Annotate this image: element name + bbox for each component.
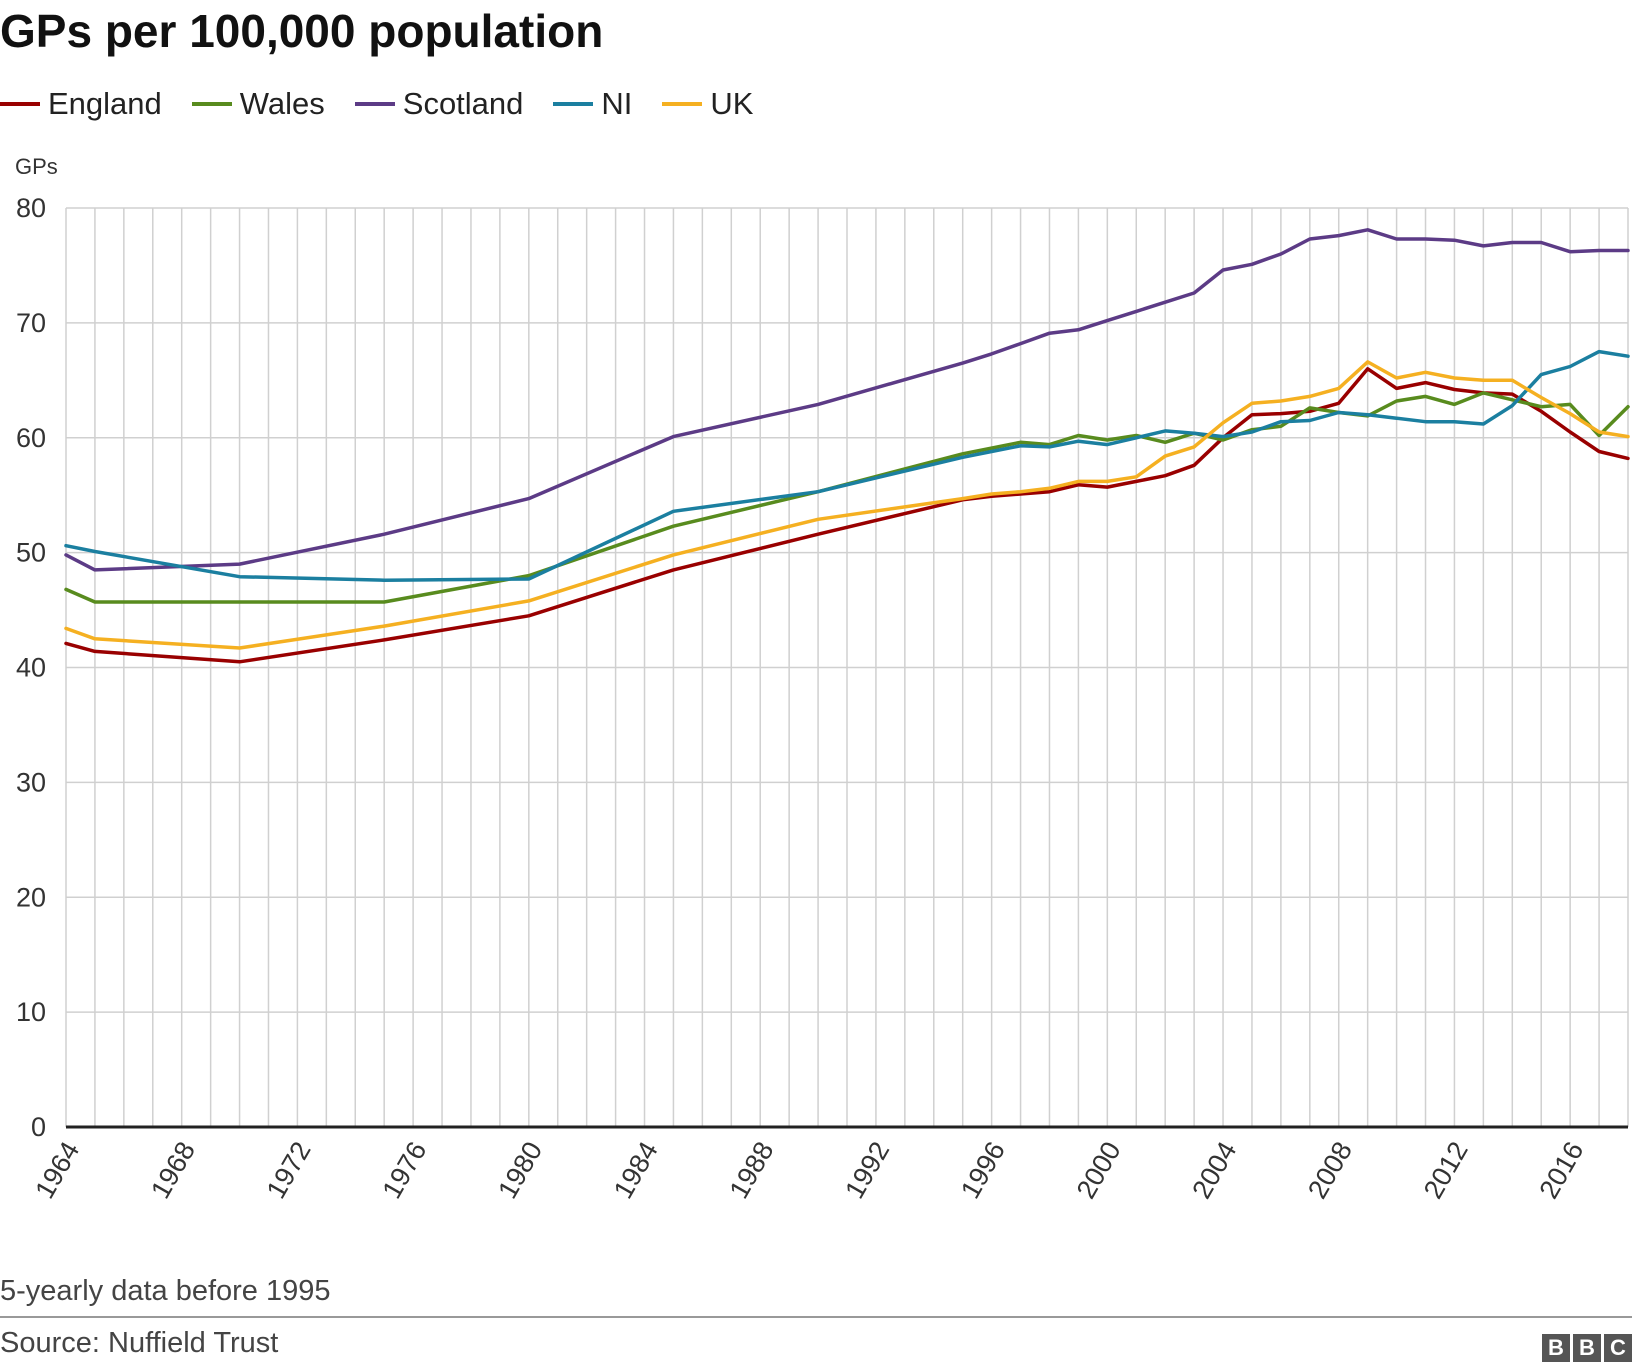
- x-tick-label: 1976: [376, 1137, 432, 1204]
- x-tick-label: 2004: [1186, 1137, 1242, 1204]
- legend-label: UK: [710, 86, 754, 121]
- footer-divider: [0, 1316, 1632, 1318]
- series-line-scotland: [64, 228, 1630, 572]
- legend-item-uk: UK: [662, 86, 753, 122]
- y-tick-label: 80: [16, 193, 46, 223]
- x-tick-label: 2016: [1533, 1137, 1589, 1204]
- legend-item-wales: Wales: [191, 86, 325, 122]
- x-tick-label: 2008: [1302, 1137, 1358, 1204]
- legend-swatch: [354, 102, 395, 106]
- x-tick-label: 2012: [1418, 1137, 1474, 1204]
- y-tick-label: 30: [16, 767, 46, 797]
- y-tick-label: 50: [16, 538, 46, 568]
- legend-swatch: [191, 102, 232, 106]
- x-tick-label: 1972: [261, 1137, 317, 1204]
- legend-item-ni: NI: [553, 86, 632, 122]
- legend-label: NI: [601, 86, 633, 121]
- bbc-logo: B B C: [1539, 1334, 1632, 1362]
- legend-item-scotland: Scotland: [354, 86, 524, 122]
- x-tick-label: 1996: [955, 1137, 1011, 1204]
- x-tick-label: 1964: [29, 1137, 85, 1204]
- y-axis-label: GPs: [15, 154, 58, 179]
- legend-swatch: [553, 102, 594, 106]
- x-tick-label: 1988: [724, 1137, 780, 1204]
- chart-title: GPs per 100,000 population: [0, 5, 604, 57]
- series-line-uk: [64, 360, 1630, 650]
- legend-item-england: England: [0, 86, 162, 122]
- legend-swatch: [0, 102, 40, 106]
- y-tick-label: 20: [16, 882, 46, 912]
- y-tick-label: 10: [16, 997, 46, 1027]
- y-tick-label: 40: [16, 653, 46, 683]
- x-tick-label: 1984: [608, 1137, 664, 1204]
- legend-label: Scotland: [402, 86, 524, 121]
- x-tick-label: 1992: [839, 1137, 895, 1204]
- legend-swatch: [662, 102, 703, 106]
- legend: England Wales Scotland NI UK: [0, 82, 783, 126]
- legend-label: England: [48, 86, 162, 121]
- series-line-ni: [64, 349, 1630, 582]
- y-tick-label: 60: [16, 423, 46, 453]
- source-text: Source: Nuffield Trust: [0, 1327, 279, 1359]
- y-tick-label: 0: [31, 1112, 46, 1142]
- legend-label: Wales: [239, 86, 325, 121]
- x-tick-label: 2000: [1071, 1137, 1127, 1204]
- bbc-logo-letter: B: [1573, 1334, 1601, 1362]
- x-tick-label: 1980: [492, 1137, 548, 1204]
- x-tick-label: 1968: [145, 1137, 201, 1204]
- line-chart: GPs 0 10 20 30 40 50 60 70 80 1964 1968 1972 1976 1980…: [15, 154, 1630, 1204]
- bbc-logo-letter: B: [1542, 1334, 1570, 1362]
- bbc-logo-letter: C: [1604, 1334, 1632, 1362]
- y-tick-label: 70: [16, 308, 46, 338]
- footnote: 5-yearly data before 1995: [0, 1275, 331, 1307]
